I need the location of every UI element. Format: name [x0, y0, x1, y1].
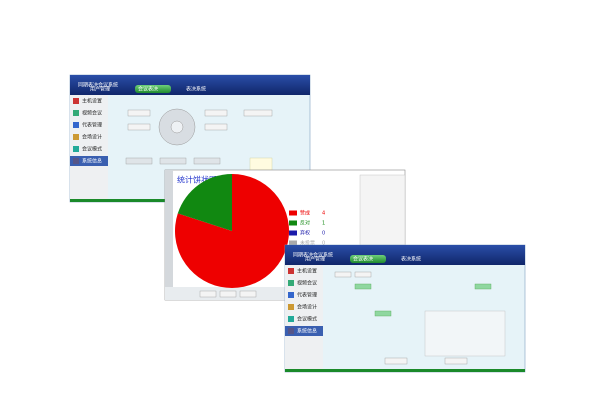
menu-icon: [73, 122, 79, 128]
legend-label: 未投票: [300, 240, 315, 247]
legend-label: 赞成: [300, 210, 310, 217]
menu-active: [70, 156, 108, 166]
menu-icon: [73, 110, 79, 116]
legend-value: 0: [322, 241, 325, 247]
pie-slice: [177, 174, 232, 231]
menu-item[interactable]: 视频会议: [82, 110, 102, 117]
menu-icon: [288, 304, 294, 310]
menu-item[interactable]: 系统信息: [82, 158, 102, 165]
pie-slice: [175, 174, 290, 288]
tab[interactable]: 会议表决: [138, 86, 158, 93]
menu-item[interactable]: 会场设计: [297, 304, 317, 311]
menu-item[interactable]: 代表管理: [297, 292, 317, 299]
legend-value: 1: [322, 221, 325, 227]
menu-item[interactable]: 会议模式: [297, 316, 317, 323]
menu-item[interactable]: 系统信息: [297, 328, 317, 335]
menu-icon: [288, 280, 294, 286]
menu-icon: [73, 134, 79, 140]
menu-item[interactable]: 主机设置: [82, 98, 102, 105]
menu-item[interactable]: 主机设置: [297, 268, 317, 275]
menu-item[interactable]: 会场设计: [82, 134, 102, 141]
legend-swatch: [289, 210, 297, 216]
window-back: 同期表决会议系统 用户管理 会议表决 表决系统主机设置视频会议代表管理会场设计会议模…: [69, 74, 311, 203]
tab[interactable]: 用户管理: [305, 256, 325, 263]
tab[interactable]: 表决系统: [186, 86, 206, 93]
app-name: 同期表决会议系统: [293, 252, 333, 259]
tab-bg: [135, 85, 171, 93]
menu-icon: [288, 316, 294, 322]
tab[interactable]: 会议表决: [353, 256, 373, 263]
legend-value: 4: [322, 211, 325, 217]
menu-active: [285, 326, 323, 336]
menu-icon: [73, 98, 79, 104]
tab[interactable]: 用户管理: [90, 86, 110, 93]
tab[interactable]: 表决系统: [401, 256, 421, 263]
legend-label: 反对: [300, 220, 310, 227]
menu-icon: [288, 292, 294, 298]
window-front: 同期表决会议系统 用户管理 会议表决 表决系统主机设置视频会议代表管理会场设计会议模…: [284, 244, 526, 373]
menu-icon: [288, 268, 294, 274]
menu-item[interactable]: 代表管理: [82, 122, 102, 129]
menu-item[interactable]: 会议模式: [82, 146, 102, 153]
legend-value: 0: [322, 231, 325, 237]
pie-title: 统计饼状图: [177, 175, 217, 185]
app-name: 同期表决会议系统: [78, 82, 118, 89]
legend-label: 弃权: [300, 230, 310, 237]
tab-bg: [350, 255, 386, 263]
legend-swatch: [289, 220, 297, 226]
menu-icon: [73, 146, 79, 152]
menu-icon: [73, 158, 79, 164]
legend-swatch: [289, 230, 297, 236]
legend-swatch: [289, 240, 297, 246]
menu-item[interactable]: 视频会议: [297, 280, 317, 287]
menu-icon: [288, 328, 294, 334]
